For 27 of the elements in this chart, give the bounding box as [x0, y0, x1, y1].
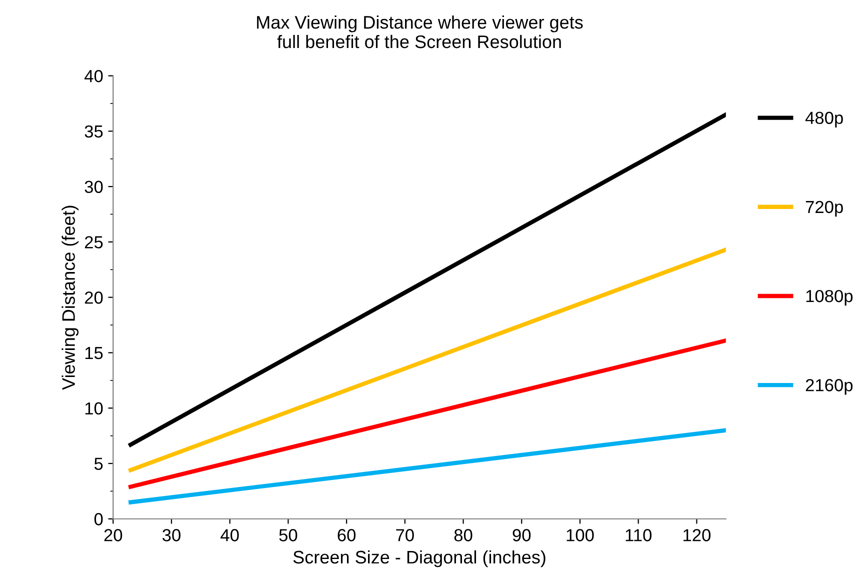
x-tick-label: 20: [104, 529, 122, 542]
legend-label: 1080p: [806, 290, 853, 306]
legend-label: 720p: [806, 200, 843, 217]
y-tick-label: 0: [94, 513, 103, 526]
legend-label: 480p: [805, 112, 843, 128]
y-tick-label: 5: [94, 458, 103, 470]
x-tick-label: 70: [396, 529, 414, 542]
y-tick-label: 25: [84, 236, 103, 248]
x-tick-label: 120: [684, 529, 711, 542]
x-tick-label: 80: [454, 529, 472, 542]
x-tick-label: 90: [512, 529, 531, 542]
x-tick-label: 60: [338, 529, 356, 542]
x-tick-label: 50: [279, 529, 298, 542]
y-axis-title: Viewing Distance (feet): [62, 206, 79, 390]
x-tick-label: 40: [220, 529, 239, 542]
y-tick-label: 20: [84, 292, 103, 304]
y-tick-label: 35: [84, 125, 103, 138]
x-tick-label: 100: [566, 529, 594, 542]
y-tick-label: 40: [84, 70, 103, 82]
x-axis-title: Screen Size - Diagonal (inches): [293, 550, 546, 568]
legend-label: 2160p: [806, 379, 853, 395]
y-tick-label: 10: [85, 402, 103, 415]
y-tick-label: 30: [84, 180, 103, 194]
x-tick-label: 30: [162, 529, 180, 542]
chart-title: Max Viewing Distance where viewer gets full benefit of the Screen Resolution: [257, 15, 583, 48]
x-tick-label: 110: [626, 529, 652, 542]
y-tick-label: 15: [85, 347, 103, 360]
